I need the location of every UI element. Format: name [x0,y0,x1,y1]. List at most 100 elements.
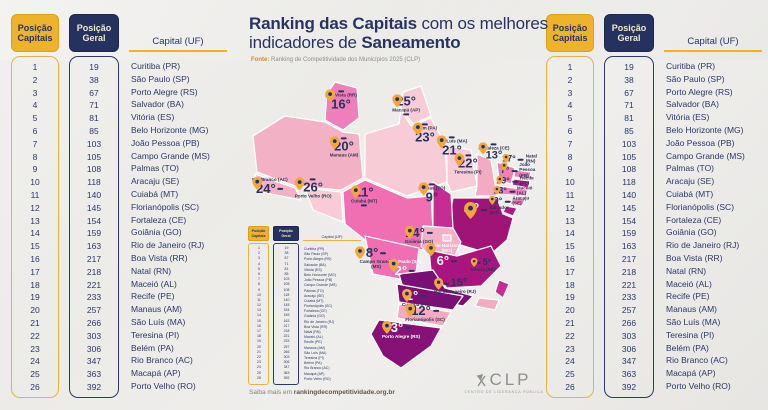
capital-name-cell: Salvador (BA) [131,99,184,110]
rank-geral-cell: 303 [283,354,290,359]
rank-geral-cell: 67 [284,256,289,261]
map-pin-icon [493,185,515,195]
capital-name-cell: Fortaleza (CE) [666,214,722,225]
capital-name-cell: Porto Alegre (RS) [666,86,733,97]
map-pin-fortaleza-ce: Fortaleza (CE) 13° [478,142,510,161]
map-pin-boa-vista-rr: Boa Vista (RR) 16° [325,89,357,111]
rank-geral-cell: 159 [86,228,102,239]
posicao-capitais-header: Posição Capitais [11,14,59,52]
source-note: Fonte: Ranking de Competitividade dos Mu… [251,57,421,63]
capital-name-cell: Teresina (PI) [131,329,180,340]
rank-capital-cell: 14 [257,313,261,318]
rank-geral-cell: 163 [86,241,102,252]
rank-geral-cell: 218 [86,266,102,277]
posicao-capitais-column: 1 2 3 4 5 6 7 8 9 10 11 12 13 14 15 16 17 18 19 20 21 22 23 24 2… [248,243,269,385]
rank-geral-cell: 38 [89,74,99,85]
rank-capital-cell: 11 [257,297,261,302]
rank-geral-cell: 266 [86,317,102,328]
map-pin-icon [470,257,481,267]
map-pin-natal-rn: 17° Natal (RN) [502,153,537,165]
map-pin-curitiba-pr: 1° Curitiba (PR) [402,288,430,307]
footer-link[interactable]: rankingdecompetitividade.org.br [293,389,395,396]
rank-capital-cell: 9 [32,164,38,175]
map-pin-icon [355,246,387,260]
pin-shadow-dash [517,158,524,161]
rank-capital-cell: 19 [257,339,261,344]
clp-logo-text: CLP [489,370,532,389]
rank-capital-cell: 3 [258,256,260,261]
rank-geral-cell: 218 [283,329,290,333]
pin-shadow-dash [310,178,317,181]
capital-name-cell: Salvador (BA) [666,99,719,110]
pin-shadow-dash [405,326,412,329]
rank-geral-cell: 19 [89,62,99,72]
rank-capital-cell: 25 [30,369,40,380]
capital-name-cell: Belo Horizonte (MG) [666,124,744,135]
rank-geral-cell: 363 [283,370,290,375]
pin-city-label: Boa Vista (RR) [325,92,357,98]
rank-capital-cell: 24 [257,365,261,370]
rank-geral-cell: 145 [621,202,637,213]
rank-geral-cell: 118 [622,177,636,188]
state-PR [396,283,464,311]
pin-city-label: Rio Branco (AC) [252,176,288,182]
capital-name-cell: Fortaleza (CE) [131,214,187,225]
pin-rank: 26° [303,179,323,195]
capital-name-cell: Boa Vista (RR) [666,252,723,263]
rank-capital-cell: 7 [567,138,573,149]
capital-name-cell: Porto Alegre (RS) [131,86,198,97]
map-pin-icon [402,288,427,302]
pin-city-label: Porto Alegre (RS) [381,333,421,339]
capital-name-cell: João Pessoa (PB) [304,278,333,283]
pin-city-label: Manaus (AM) [329,152,359,158]
capital-name-cell: Recife (PE) [304,340,322,345]
capital-name-cell: Palmas (TO) [131,163,180,174]
map-pin-icon [478,142,497,155]
rank-capital-cell: 26 [565,381,575,392]
map-pin-icon [252,176,284,191]
rank-geral-cell: 140 [86,189,102,200]
rank-geral-cell: 266 [283,349,290,354]
pin-shadow-dash [442,282,449,285]
rank-capital-cell: 22 [30,330,40,341]
pin-city-label: João Pessoa (PB) [519,162,536,178]
pin-city-label: Fortaleza (CE) [478,145,510,151]
rank-capital-cell: 23 [565,343,575,354]
rank-geral-cell: 81 [284,266,289,271]
posicao-geral-column: 19 38 67 71 81 85 103 105 108 118 140 145 154 159 163 2… [604,56,654,398]
pin-shadow-dash [426,231,433,234]
brazil-states-svg [252,81,532,369]
rank-geral-cell: 85 [89,125,99,136]
map-pin-icon [496,175,518,185]
pin-shadow-dash [428,183,435,186]
pin-rank: 17° [502,153,516,164]
state-RJ [474,297,500,311]
rank-geral-cell: 19 [624,62,634,72]
capital-uf-column: Curitiba (PR) São Paulo (SP) Porto Alegre … [129,56,227,398]
pin-shadow-dash [451,259,458,262]
pin-shadow-dash [409,270,416,273]
pin-shadow-dash [481,209,488,212]
pin-city-label: Maceió (AL) [516,185,533,196]
rank-geral-cell: 392 [86,381,102,392]
rank-capital-cell: 5 [258,266,260,271]
capital-name-cell: Belém (PA) [304,361,322,366]
rank-geral-cell: 306 [621,343,637,354]
map-pin-icon [502,153,524,163]
posicao-capitais-column: 1 2 3 4 5 6 7 8 9 10 11 12 13 14 15 16 17 18 19 20 21 22 23 24 2… [11,56,59,398]
title-line-2: indicadores de Saneamento [249,33,461,53]
pin-city-label: Aracaju (SE) [512,195,530,206]
rank-capital-cell: 14 [30,228,40,239]
state-PI [474,153,498,197]
footer-note: Saiba mais em rankingdecompetitividade.o… [249,389,395,396]
capital-name-cell: Macapá (AP) [131,368,181,379]
map-pin-icon [436,135,455,149]
rank-capital-cell: 26 [30,381,40,392]
state-AL [509,197,527,207]
capital-uf-header: Capital (UF) [664,36,762,52]
pin-city-label: Natal (RN) [525,153,537,164]
capital-name-cell: Belém (PA) [666,342,709,353]
pin-shadow-dash [420,294,427,297]
rank-capital-cell: 12 [257,303,261,308]
map-pin-jo-o-pessoa-pb: 7°João Pessoa (PB) [501,162,536,178]
